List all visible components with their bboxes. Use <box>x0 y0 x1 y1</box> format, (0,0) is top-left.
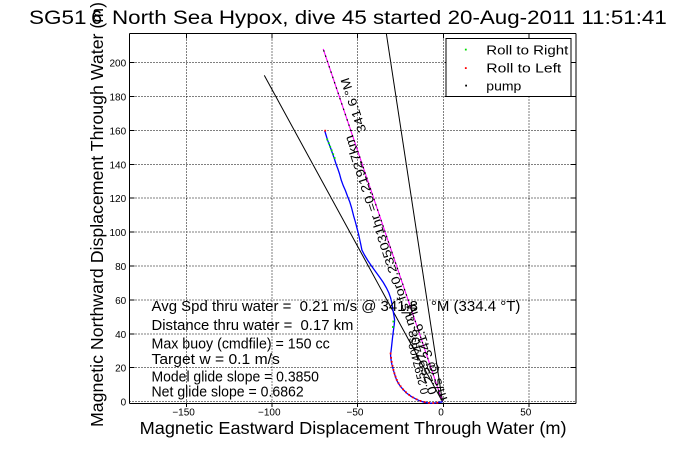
svg-text:Target w = 0.1 m/s: Target w = 0.1 m/s <box>152 351 280 368</box>
svg-text:200: 200 <box>110 59 127 70</box>
svg-text:6: 6 <box>91 7 102 29</box>
svg-text:50: 50 <box>520 408 532 419</box>
svg-text:°M (334.4 °T): °M (334.4 °T) <box>431 298 521 315</box>
svg-text:120: 120 <box>110 194 127 205</box>
svg-text:100: 100 <box>110 228 127 239</box>
svg-text:0: 0 <box>121 398 127 409</box>
svg-text:Magnetic Northward Displacemen: Magnetic Northward Displacement Through … <box>87 2 107 427</box>
svg-text:40: 40 <box>115 330 127 341</box>
svg-text:180: 180 <box>110 93 127 104</box>
svg-text:Max buoy (cmdfile) = 150 cc: Max buoy (cmdfile) = 150 cc <box>152 336 331 353</box>
svg-text:−50: −50 <box>347 408 364 419</box>
svg-text:−100: −100 <box>258 408 281 419</box>
svg-text:60: 60 <box>115 296 127 307</box>
svg-text:Roll to Left: Roll to Left <box>486 61 561 76</box>
svg-text:Roll to Right: Roll to Right <box>486 43 568 58</box>
svg-text:160: 160 <box>110 126 127 137</box>
svg-text:Avg Spd thru water = 0.21 m/s: Avg Spd thru water = 0.21 m/s @ 341.8 <box>152 298 419 315</box>
svg-text:−150: −150 <box>172 408 195 419</box>
svg-text:North Sea Hypox, dive 45 start: North Sea Hypox, dive 45 started 20-Aug-… <box>106 7 667 29</box>
svg-text:Distance thru water = 0.17 km: Distance thru water = 0.17 km <box>152 317 354 334</box>
svg-text:Magnetic Eastward Displacement: Magnetic Eastward Displacement Through W… <box>140 418 567 438</box>
svg-text:Net glide slope = 0.6862: Net glide slope = 0.6862 <box>152 384 304 401</box>
svg-text:20: 20 <box>115 364 127 375</box>
svg-text:SG51: SG51 <box>29 7 87 29</box>
svg-text:pump: pump <box>486 78 521 93</box>
svg-text:Model glide slope = 0.3850: Model glide slope = 0.3850 <box>152 369 319 386</box>
svg-text:80: 80 <box>115 262 127 273</box>
svg-text:0: 0 <box>438 408 444 419</box>
svg-text:140: 140 <box>110 160 127 171</box>
